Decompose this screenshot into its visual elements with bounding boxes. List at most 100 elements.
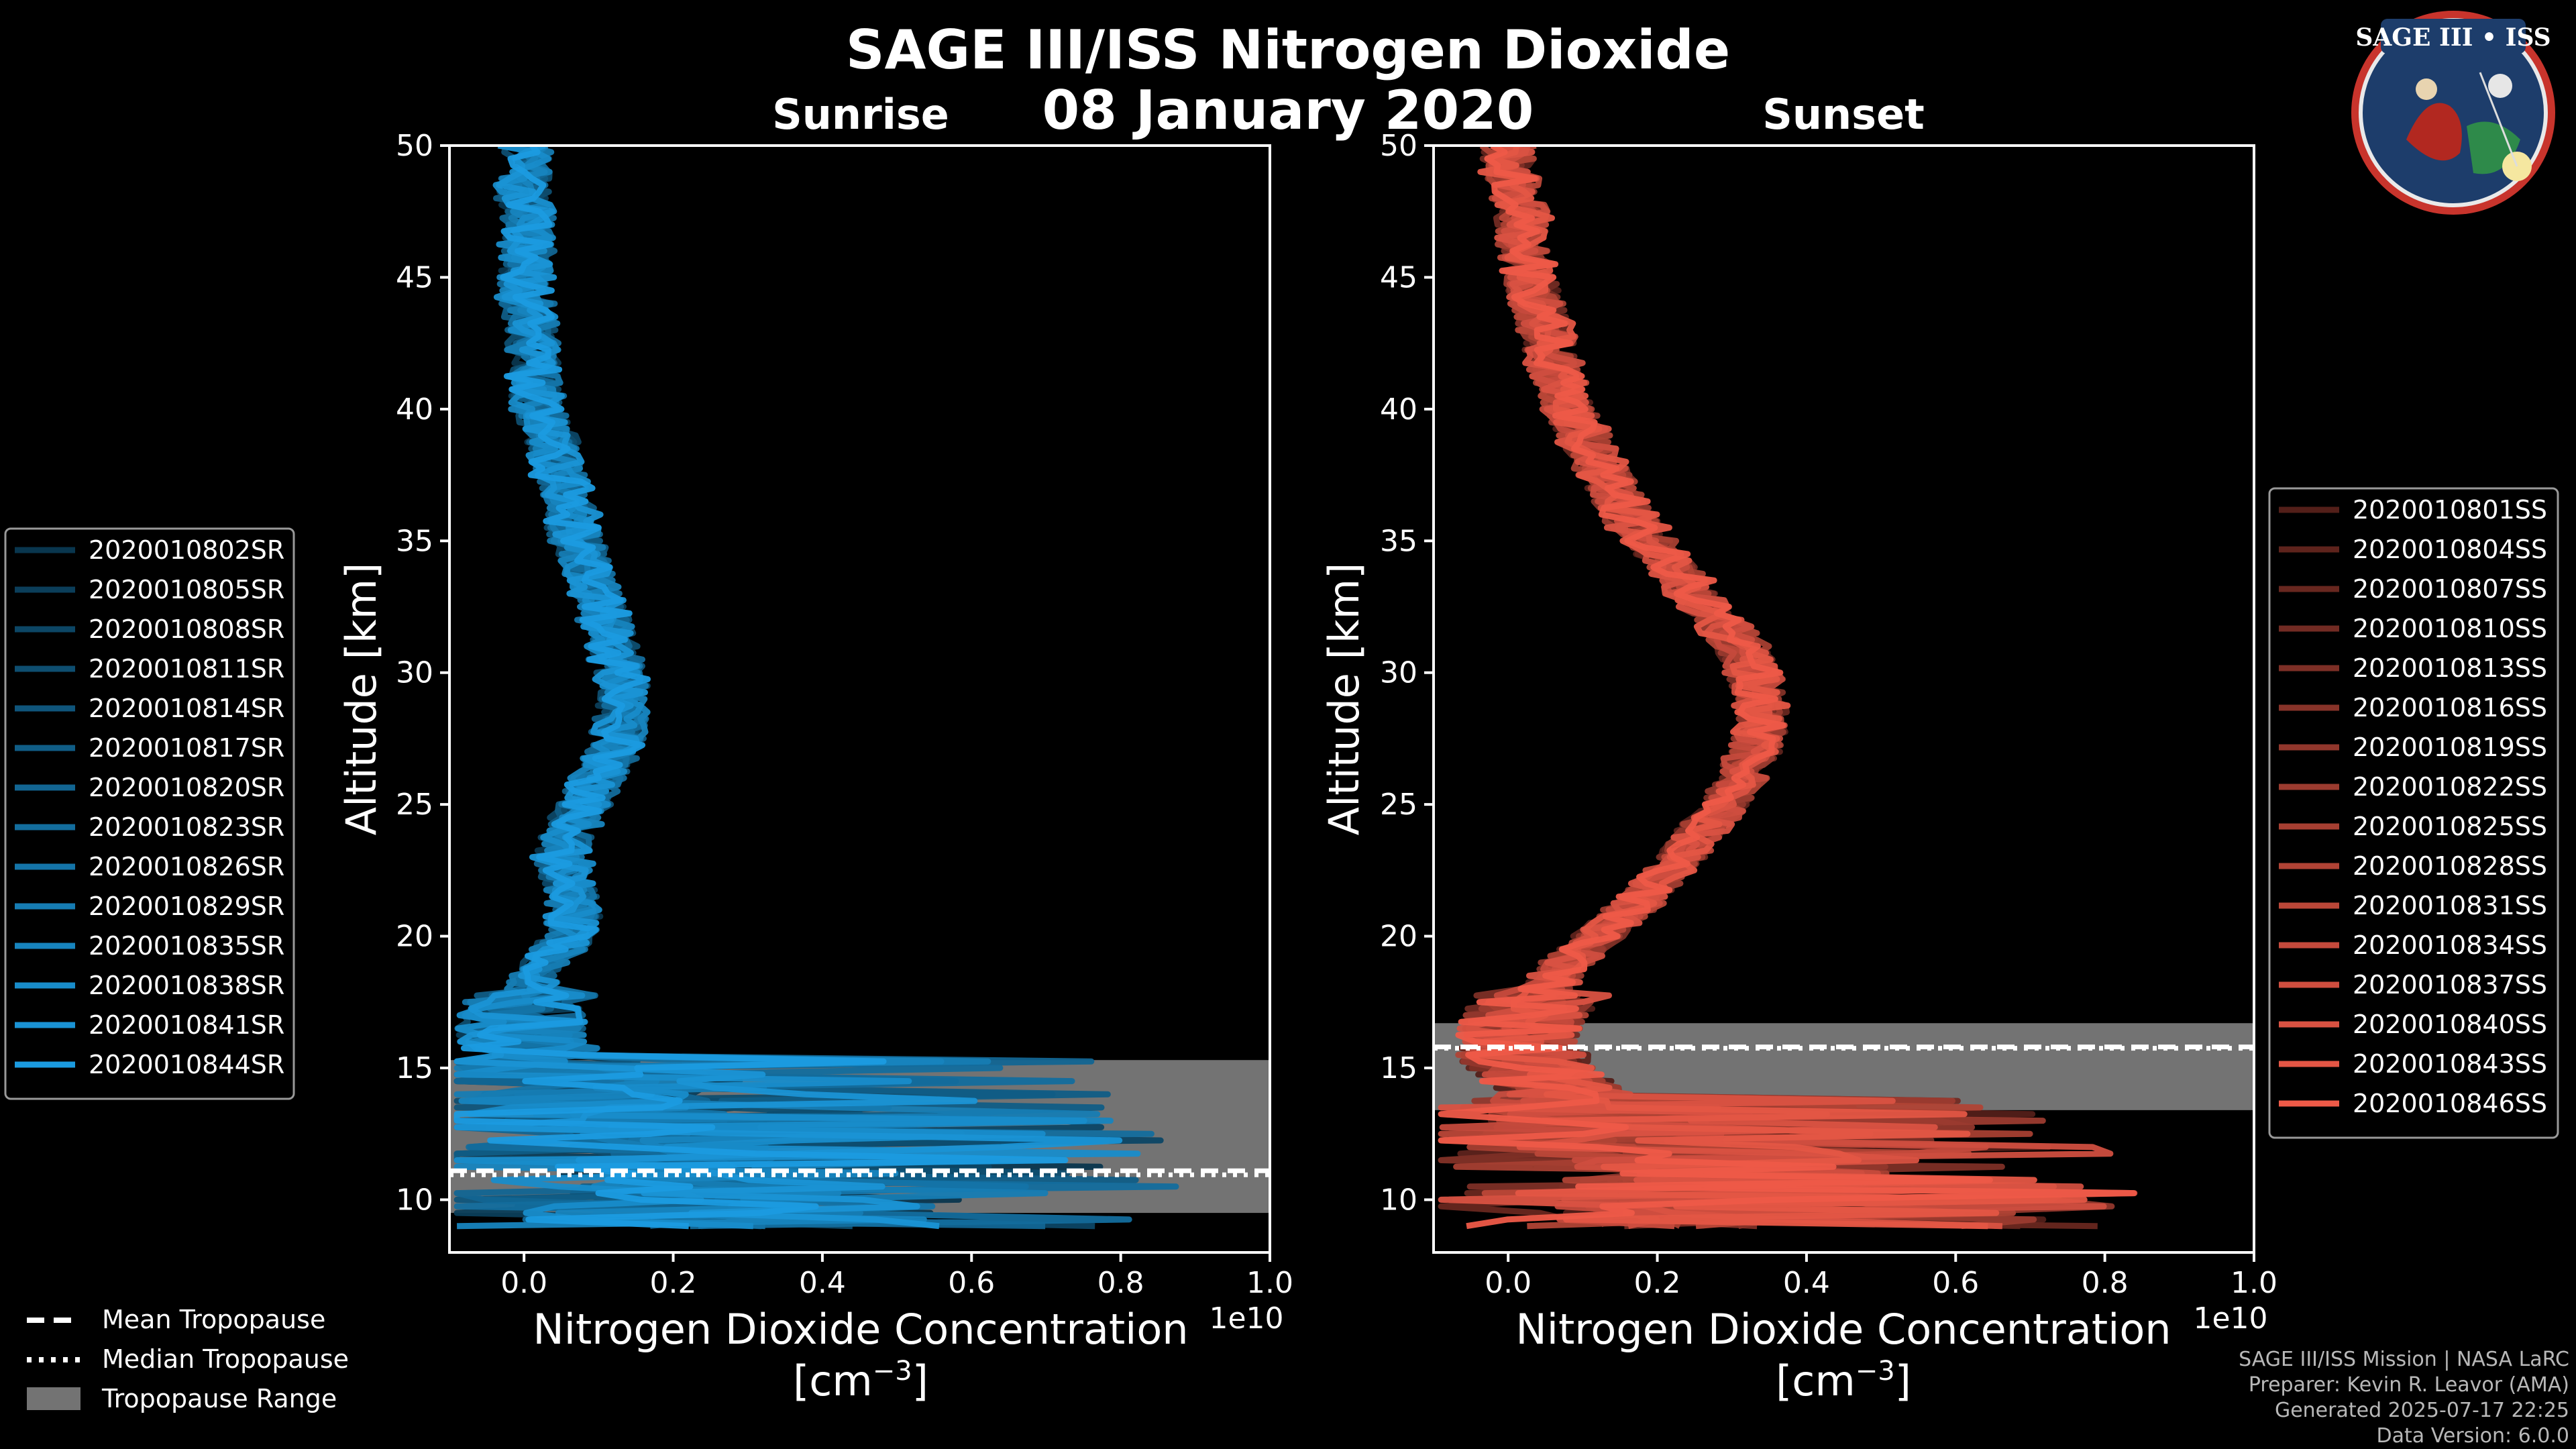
legend-label: 2020010843SS bbox=[2353, 1049, 2547, 1079]
sunrise-x-axis-units: [cm−3] bbox=[793, 1356, 928, 1405]
y-tick-label: 50 bbox=[396, 129, 433, 163]
sunrise-panel: 0.0 0.2 0.4 0.6 0.8 1.0 10 15 20 25 30 35 40 45 50 1e… bbox=[337, 129, 1293, 1405]
sunset-x-offset-label: 1e10 bbox=[2193, 1301, 2267, 1336]
legend-frame bbox=[2268, 487, 2559, 1139]
y-tick-label: 30 bbox=[1380, 656, 1417, 690]
y-tick-label: 10 bbox=[396, 1183, 433, 1217]
logo-banner bbox=[2381, 19, 2526, 54]
legend-label: 2020010822SS bbox=[2353, 772, 2547, 802]
y-tick-label: 15 bbox=[1380, 1051, 1417, 1085]
sunset-panel: 0.0 0.2 0.4 0.6 0.8 1.0 10 15 20 25 30 35 40 45 50 1e… bbox=[1320, 129, 2277, 1405]
y-tick-label: 35 bbox=[1380, 524, 1417, 558]
x-tick-label: 0.8 bbox=[1097, 1266, 1144, 1300]
logo-text: SAGE III • ISS bbox=[2355, 23, 2551, 52]
legend-label: 2020010831SS bbox=[2353, 891, 2547, 920]
legend-label: 2020010835SR bbox=[89, 931, 284, 961]
y-tick-label: 20 bbox=[396, 920, 433, 954]
sunrise-legend: 2020010802SR 2020010805SR 2020010808SR 2020… bbox=[4, 527, 295, 1100]
tropopause-legend-label: Tropopause Range bbox=[101, 1384, 337, 1413]
legend-label: 2020010814SR bbox=[89, 694, 284, 723]
figure-title: SAGE III/ISS Nitrogen Dioxide bbox=[846, 19, 1730, 81]
x-tick-label: 0.6 bbox=[1932, 1266, 1979, 1300]
x-tick-label: 0.2 bbox=[1634, 1266, 1681, 1300]
logo-figure-robe bbox=[2406, 103, 2462, 161]
legend-label: 2020010816SS bbox=[2353, 693, 2547, 722]
tropopause-legend-label: Median Tropopause bbox=[102, 1344, 349, 1374]
y-tick-label: 45 bbox=[1380, 260, 1417, 294]
sunrise-x-axis-label: Nitrogen Dioxide Concentration bbox=[533, 1305, 1188, 1354]
credit-line: Data Version: 6.0.0 bbox=[2377, 1424, 2569, 1448]
legend-label: 2020010807SS bbox=[2353, 574, 2547, 604]
sage-logo: SAGE III • ISS bbox=[2351, 11, 2555, 215]
legend-label: 2020010819SS bbox=[2353, 733, 2547, 762]
tropopause-legend-label: Mean Tropopause bbox=[102, 1305, 325, 1334]
legend-label: 2020010825SS bbox=[2353, 812, 2547, 841]
legend-label: 2020010823SR bbox=[89, 812, 284, 842]
legend-label: 2020010801SS bbox=[2353, 495, 2547, 525]
legend-frame bbox=[4, 527, 295, 1100]
credit-line: Generated 2025-07-17 22:25 bbox=[2275, 1399, 2569, 1422]
y-tick-label: 45 bbox=[396, 260, 433, 294]
sunrise-y-ticks: 10 15 20 25 30 35 40 45 50 bbox=[396, 129, 449, 1217]
profile-line-2020010844SR bbox=[453, 146, 1069, 1230]
x-tick-label: 0.0 bbox=[1485, 1266, 1532, 1300]
y-tick-label: 40 bbox=[1380, 392, 1417, 427]
figure-date: 08 January 2020 bbox=[1042, 79, 1534, 142]
legend-label: 2020010837SS bbox=[2353, 970, 2547, 1000]
sunset-panel-title: Sunset bbox=[1762, 90, 1925, 139]
x-tick-label: 1.0 bbox=[1246, 1266, 1293, 1300]
legend-label: 2020010844SR bbox=[89, 1050, 284, 1079]
sunrise-y-axis-label: Altitude [km] bbox=[337, 563, 386, 836]
legend-label: 2020010813SS bbox=[2353, 653, 2547, 683]
sunrise-profiles bbox=[449, 146, 1270, 1230]
sunset-profiles bbox=[1434, 146, 2254, 1230]
legend-label: 2020010810SS bbox=[2353, 614, 2547, 643]
y-tick-label: 40 bbox=[396, 392, 433, 427]
sunrise-x-offset-label: 1e10 bbox=[1209, 1301, 1283, 1336]
legend-label: 2020010826SR bbox=[89, 852, 284, 881]
y-tick-label: 25 bbox=[1380, 788, 1417, 822]
legend-label: 2020010808SR bbox=[89, 614, 284, 644]
legend-label: 2020010840SS bbox=[2353, 1010, 2547, 1039]
sunset-x-ticks: 0.0 0.2 0.4 0.6 0.8 1.0 bbox=[1485, 1252, 2277, 1300]
sunset-axes-frame bbox=[1432, 144, 2255, 1254]
tropopause-range-swatch bbox=[27, 1387, 80, 1410]
legend-label: 2020010811SR bbox=[89, 654, 284, 684]
credit-line: SAGE III/ISS Mission | NASA LaRC bbox=[2239, 1348, 2569, 1371]
legend-label: 2020010828SS bbox=[2353, 851, 2547, 881]
legend-label: 2020010820SR bbox=[89, 773, 284, 802]
x-tick-label: 0.0 bbox=[500, 1266, 547, 1300]
y-tick-label: 30 bbox=[396, 656, 433, 690]
y-tick-label: 15 bbox=[396, 1051, 433, 1085]
x-tick-label: 0.4 bbox=[1783, 1266, 1830, 1300]
legend-label: 2020010804SS bbox=[2353, 535, 2547, 564]
logo-beam bbox=[2479, 72, 2518, 167]
legend-label: 2020010829SR bbox=[89, 892, 284, 921]
legend-label: 2020010841SR bbox=[89, 1010, 284, 1040]
sunrise-x-ticks: 0.0 0.2 0.4 0.6 0.8 1.0 bbox=[500, 1252, 1293, 1300]
sunset-y-ticks: 10 15 20 25 30 35 40 45 50 bbox=[1380, 129, 1434, 1217]
sunrise-panel-title: Sunrise bbox=[772, 90, 949, 139]
x-tick-label: 0.6 bbox=[948, 1266, 995, 1300]
sunset-x-axis-label: Nitrogen Dioxide Concentration bbox=[1515, 1305, 2171, 1354]
sunset-legend: 2020010801SS 2020010804SS 2020010807SS 2020… bbox=[2268, 487, 2559, 1139]
y-tick-label: 50 bbox=[1380, 129, 1417, 163]
y-tick-label: 25 bbox=[396, 788, 433, 822]
x-tick-label: 1.0 bbox=[2231, 1266, 2277, 1300]
x-tick-label: 0.2 bbox=[650, 1266, 697, 1300]
sunset-y-axis-label: Altitude [km] bbox=[1320, 563, 1368, 836]
logo-figure-head bbox=[2416, 78, 2437, 100]
x-tick-label: 0.4 bbox=[799, 1266, 846, 1300]
legend-label: 2020010846SS bbox=[2353, 1089, 2547, 1118]
legend-label: 2020010817SR bbox=[89, 733, 284, 763]
legend-label: 2020010805SR bbox=[89, 575, 284, 604]
sunrise-axes-frame bbox=[448, 144, 1271, 1254]
legend-label: 2020010838SR bbox=[89, 971, 284, 1000]
y-tick-label: 20 bbox=[1380, 920, 1417, 954]
x-tick-label: 0.8 bbox=[2082, 1266, 2129, 1300]
y-tick-label: 35 bbox=[396, 524, 433, 558]
tropopause-legend: Mean Tropopause Median Tropopause Tropopau… bbox=[27, 1305, 349, 1413]
legend-label: 2020010802SR bbox=[89, 535, 284, 565]
legend-label: 2020010834SS bbox=[2353, 930, 2547, 960]
